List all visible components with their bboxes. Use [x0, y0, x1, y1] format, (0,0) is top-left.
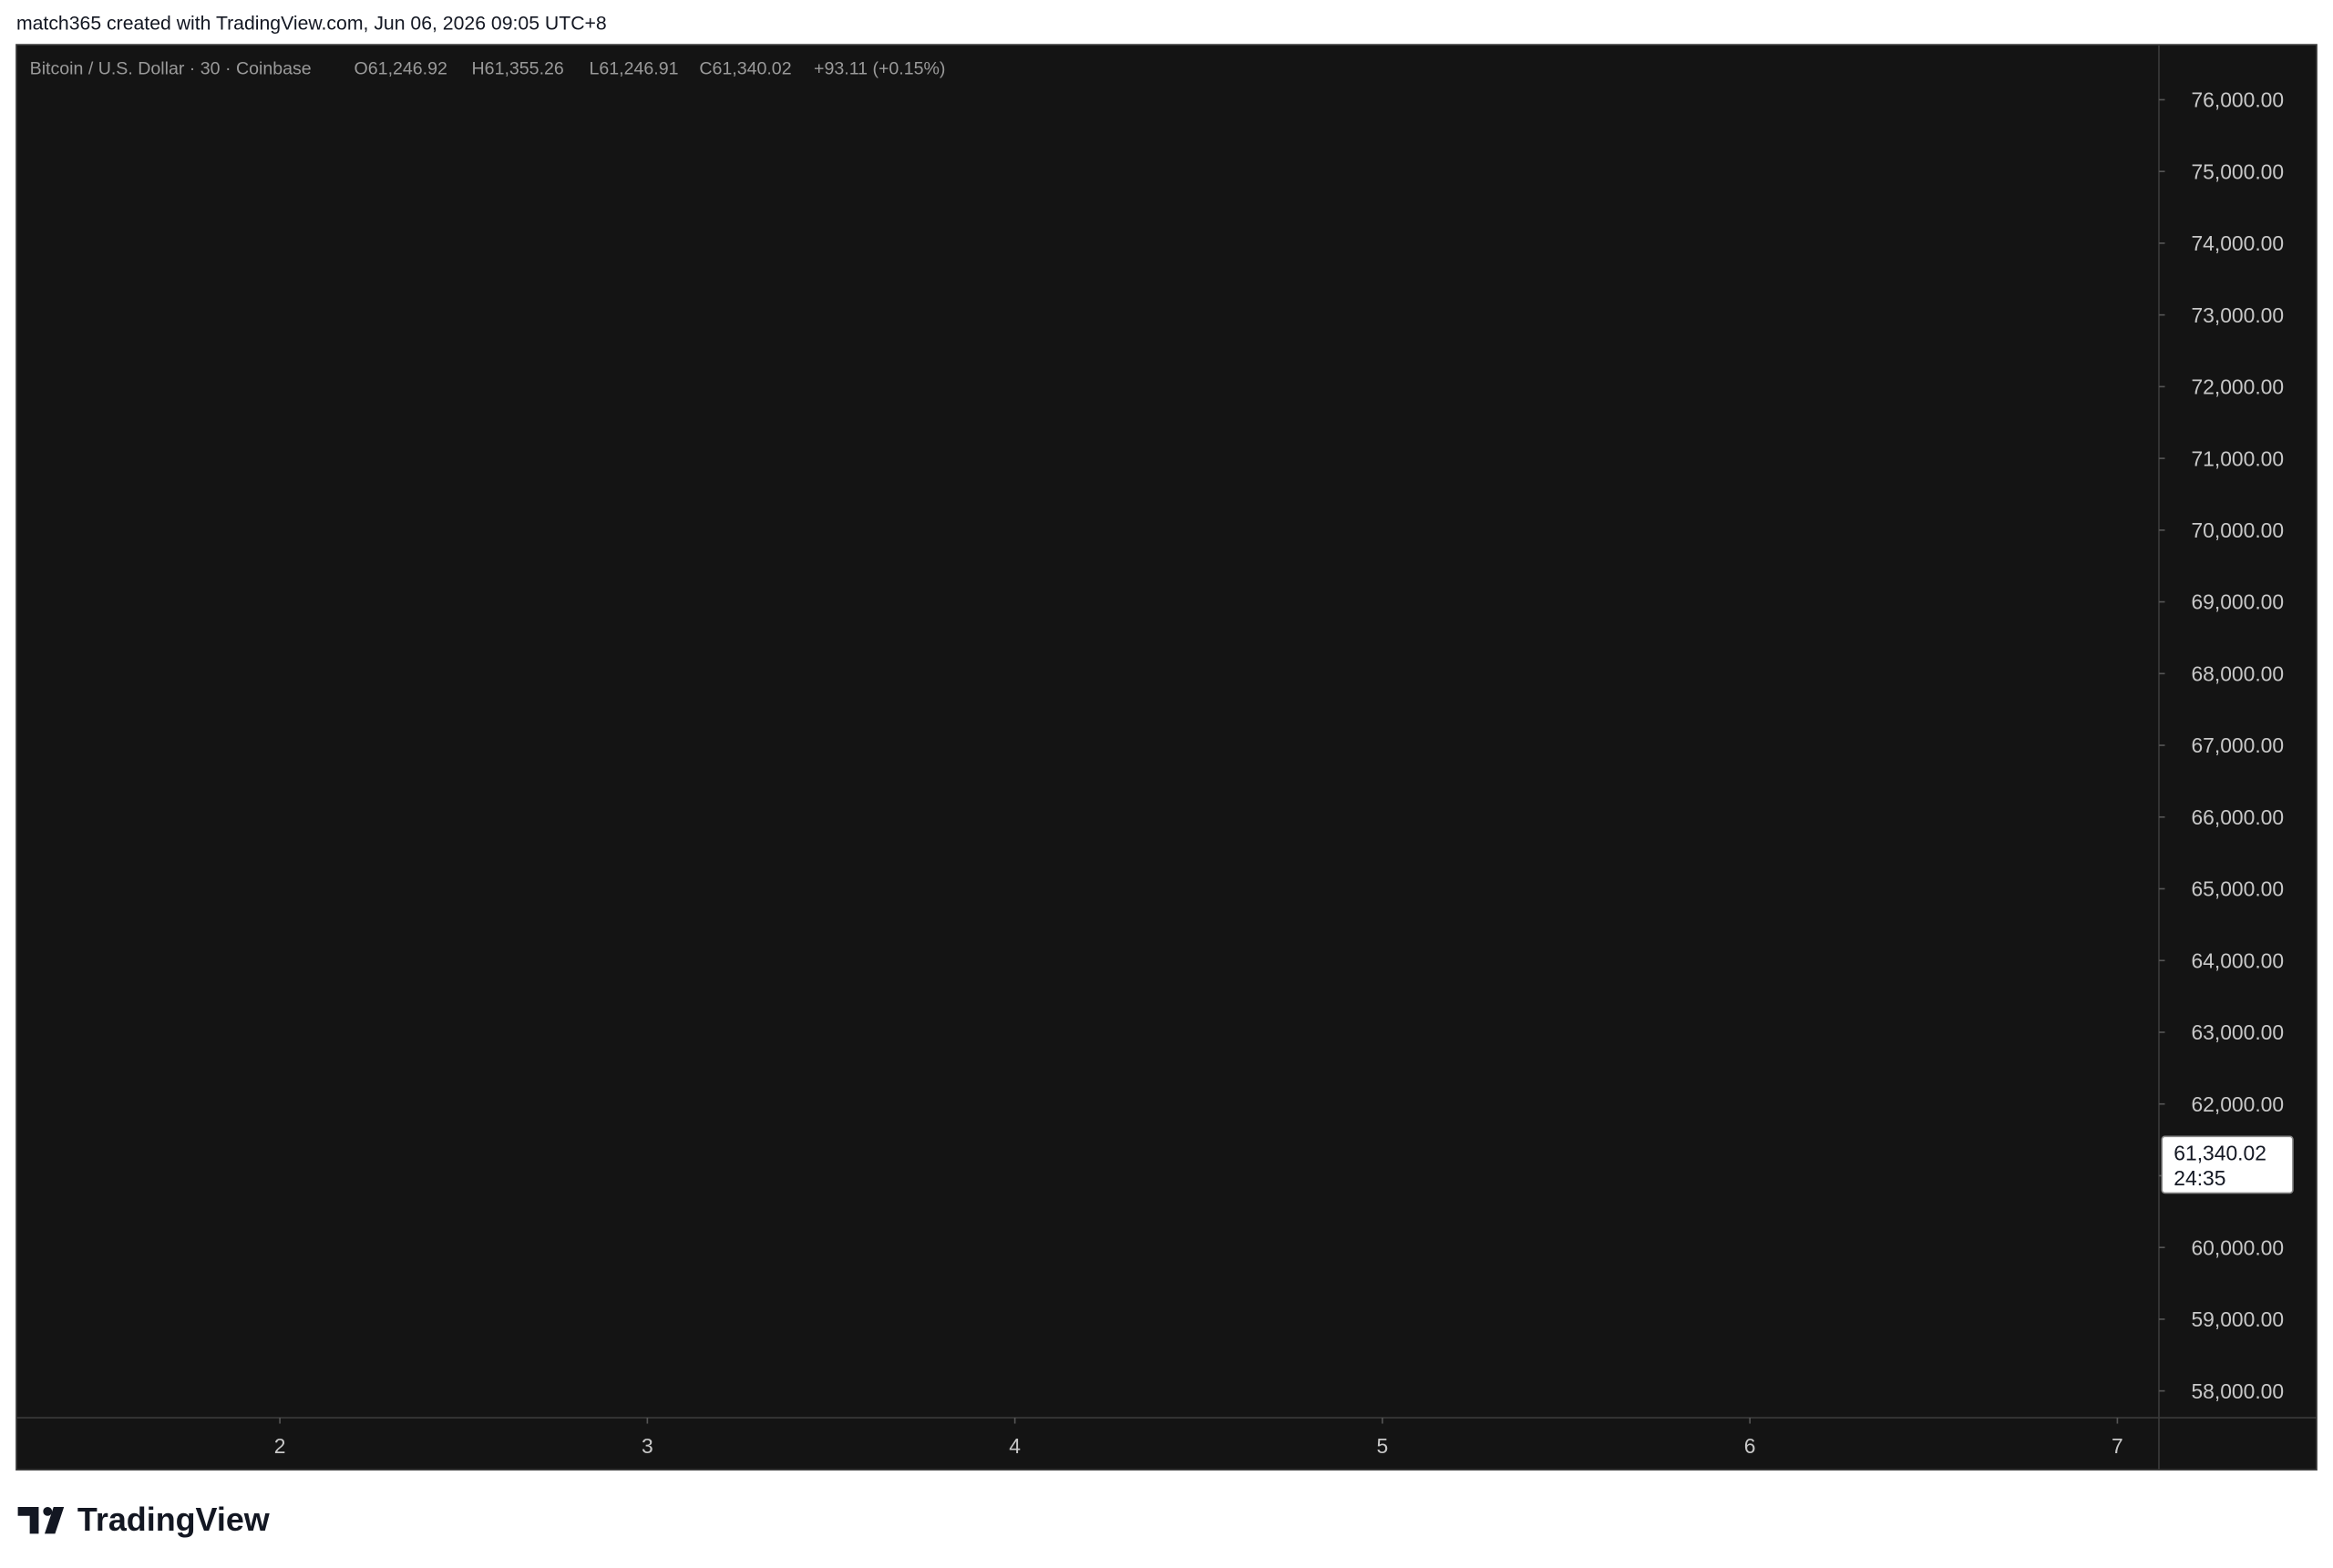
legend-low: L61,246.91 — [590, 59, 679, 79]
y-tick-label: 63,000.00 — [2191, 1020, 2284, 1044]
brand-name: TradingView — [77, 1501, 270, 1538]
brand-logo-dot — [43, 1506, 53, 1516]
countdown: 24:35 — [2174, 1166, 2225, 1190]
legend-change: +93.11 (+0.15%) — [814, 59, 945, 79]
y-tick-label: 73,000.00 — [2191, 303, 2284, 327]
axes: 58,000.0059,000.0060,000.0061,000.0062,0… — [274, 88, 2294, 1458]
y-tick-label: 71,000.00 — [2191, 446, 2284, 470]
legend: Bitcoin / U.S. Dollar · 30 · Coinbase O6… — [30, 59, 946, 79]
y-tick-label: 74,000.00 — [2191, 231, 2284, 255]
x-tick-label: 6 — [1744, 1434, 1756, 1458]
price-tag-label: 61,340.02 — [2174, 1141, 2266, 1164]
brand-logo — [17, 1506, 65, 1534]
x-tick-label: 5 — [1377, 1434, 1389, 1458]
y-tick-label: 75,000.00 — [2191, 159, 2284, 183]
caption: match365 created with TradingView.com, J… — [16, 14, 607, 35]
price-tag — [2161, 1135, 2294, 1194]
y-tick-label: 58,000.00 — [2191, 1379, 2284, 1403]
y-tick-label: 59,000.00 — [2191, 1307, 2284, 1331]
legend-high: H61,355.26 — [472, 59, 564, 79]
x-tick-label: 2 — [274, 1434, 286, 1458]
y-tick-label: 64,000.00 — [2191, 948, 2284, 972]
y-tick-label: 69,000.00 — [2191, 590, 2284, 614]
x-tick-label: 3 — [642, 1434, 653, 1458]
y-tick-label: 66,000.00 — [2191, 805, 2284, 829]
x-tick-label: 7 — [2112, 1434, 2123, 1458]
y-tick-label: 65,000.00 — [2191, 877, 2284, 901]
y-tick-label: 60,000.00 — [2191, 1235, 2284, 1259]
y-tick-label: 62,000.00 — [2191, 1092, 2284, 1116]
y-tick-label: 67,000.00 — [2191, 733, 2284, 757]
legend-symbol: Bitcoin / U.S. Dollar · 30 · Coinbase — [30, 59, 312, 79]
y-tick-label: 76,000.00 — [2191, 88, 2284, 112]
y-tick-label: 70,000.00 — [2191, 518, 2284, 542]
legend-close: C61,340.02 — [699, 59, 791, 79]
legend-open: O61,246.92 — [355, 59, 447, 79]
brand: TradingView — [17, 1501, 270, 1538]
chart-frame — [15, 44, 2318, 1471]
y-tick-label: 68,000.00 — [2191, 661, 2284, 685]
x-tick-label: 4 — [1009, 1434, 1021, 1458]
y-tick-label: 72,000.00 — [2191, 375, 2284, 399]
